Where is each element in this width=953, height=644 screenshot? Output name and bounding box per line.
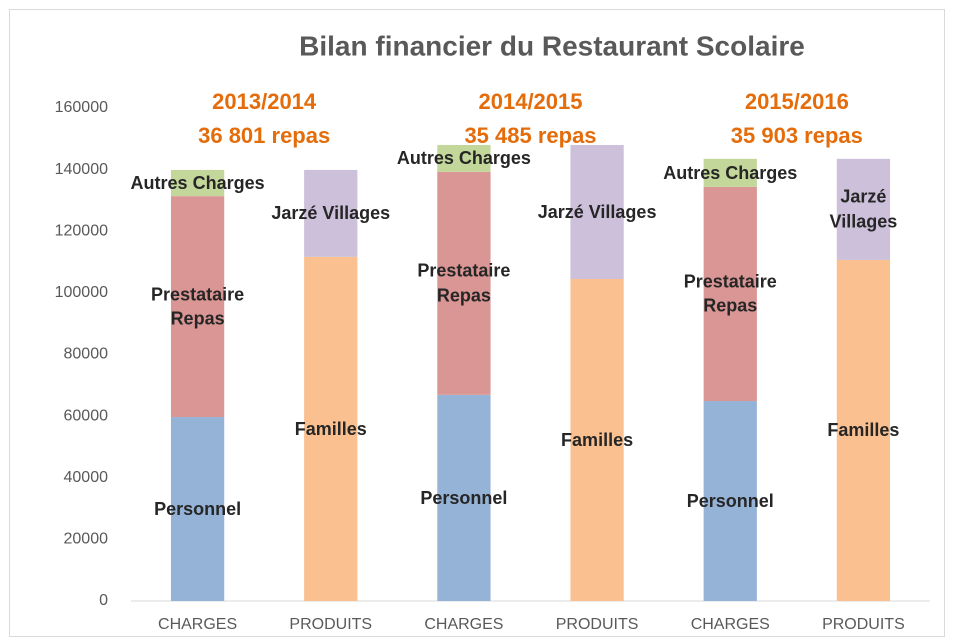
bar-segment [703,186,757,402]
bar-segment [703,158,757,187]
y-tick-label: 60000 [64,407,109,424]
bar-segment [304,169,358,257]
bar-segment [304,256,358,601]
segment-label: Autres Charges [130,172,265,193]
bar-segment [836,158,891,260]
segment-label: Familles [827,420,900,441]
x-tick-label: CHARGES [158,616,237,633]
x-tick-label: PRODUITS [556,616,639,633]
y-tick-label: 120000 [55,222,108,239]
x-tick-label: CHARGES [424,616,503,633]
bar-segment [703,401,757,601]
annotation-period: 2015/2016 [745,89,849,114]
segment-label: Prestataire Repas [417,261,511,306]
segment-label: Autres Charges [663,162,798,183]
segment-label: Personnel [154,498,242,519]
bar-segment [170,417,225,601]
segment-label: Prestataire Repas [683,271,777,316]
annotation-period: 2013/2014 [212,89,317,114]
x-tick-label: CHARGES [691,616,770,633]
y-tick-label: 80000 [64,346,109,363]
annotation-meals: 36 801 repas [198,123,330,148]
segment-label: Jarzé Villages [271,203,391,224]
annotation-meals: 35 485 repas [464,123,596,148]
bar-segment [437,171,491,395]
bar-segment [570,279,624,601]
y-tick-label: 140000 [55,161,108,178]
y-tick-label: 0 [99,592,108,609]
annotation-period: 2014/2015 [479,89,583,114]
segment-label: Autres Charges [396,148,531,169]
y-tick-label: 40000 [64,469,109,486]
bar-segment [170,169,225,197]
y-tick-label: 100000 [55,284,108,301]
chart-title: Bilan financier du Restaurant Scolaire [299,30,805,61]
segment-label: Familles [561,429,634,450]
bar-segment [170,196,225,418]
y-tick-label: 20000 [64,531,109,548]
segment-label: Personnel [686,490,774,511]
annotation-meals: 35 903 repas [731,123,863,148]
x-tick-label: PRODUITS [289,616,372,633]
bar-segment [570,144,624,280]
x-tick-label: PRODUITS [822,616,905,633]
bar-segment [836,259,891,601]
segment-label: Jarzé Villages [829,187,898,232]
bar-segment [437,394,491,601]
segment-label: Familles [294,418,367,439]
segment-label: Jarzé Villages [537,201,657,222]
segment-label: Prestataire Repas [151,284,245,329]
segment-label: Personnel [420,487,508,508]
bar-segment [437,144,491,172]
y-tick-label: 160000 [55,99,108,116]
